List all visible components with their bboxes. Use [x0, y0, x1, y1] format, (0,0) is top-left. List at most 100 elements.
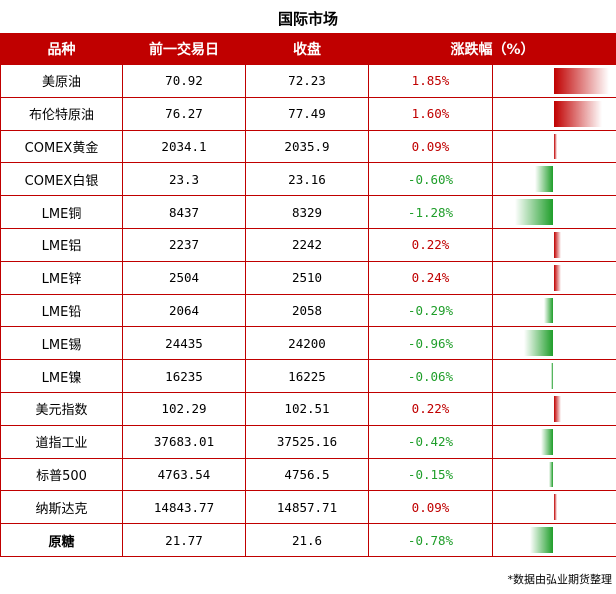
- table-row: 纳斯达克 14843.77 14857.71 0.09%: [0, 490, 616, 525]
- cell-name: LME铜: [0, 195, 123, 229]
- table-row: 美元指数 102.29 102.51 0.22%: [0, 391, 616, 426]
- cell-close: 72.23: [245, 64, 369, 98]
- cell-close: 21.6: [245, 523, 369, 557]
- change-bar-negative: [544, 297, 553, 324]
- table-title: 国际市场: [277, 10, 338, 28]
- table-row: LME锡 24435 24200 -0.96%: [0, 326, 616, 361]
- cell-change-bar: [492, 64, 616, 98]
- table-row: COMEX黄金 2034.1 2035.9 0.09%: [0, 129, 616, 164]
- cell-name: COMEX黄金: [0, 129, 123, 164]
- header-prev: 前一交易日: [122, 33, 246, 65]
- cell-name: LME铝: [0, 227, 123, 262]
- cell-prev: 37683.01: [122, 424, 246, 459]
- table-row: 道指工业 37683.01 37525.16 -0.42%: [0, 424, 616, 459]
- cell-close: 16225: [245, 359, 369, 393]
- change-bar-positive: [554, 133, 557, 160]
- cell-prev: 2504: [122, 260, 246, 295]
- table-row: COMEX白银 23.3 23.16 -0.60%: [0, 162, 616, 197]
- cell-change-bar: [492, 195, 616, 229]
- cell-close: 77.49: [245, 96, 369, 131]
- header-row: 品种 前一交易日 收盘 涨跌幅（%）: [0, 33, 616, 65]
- cell-change: 1.60%: [368, 96, 493, 131]
- header-name: 品种: [0, 33, 123, 65]
- market-table: 品种 前一交易日 收盘 涨跌幅（%） 美原油 70.92 72.23 1.85% 布伦特…: [0, 33, 616, 557]
- cell-close: 2242: [245, 227, 369, 262]
- cell-name: 原糖: [0, 523, 123, 557]
- table-row: LME镍 16235 16225 -0.06%: [0, 359, 616, 393]
- table-row: 原糖 21.77 21.6 -0.78%: [0, 523, 616, 557]
- cell-prev: 8437: [122, 195, 246, 229]
- cell-change-bar: [492, 227, 616, 262]
- cell-close: 2058: [245, 293, 369, 328]
- source-note: *数据由弘业期货整理: [507, 573, 613, 586]
- change-bar-negative: [540, 428, 553, 455]
- change-bar-negative: [551, 363, 553, 389]
- cell-change-bar: [492, 424, 616, 459]
- cell-change: -0.06%: [368, 359, 493, 393]
- cell-change-bar: [492, 359, 616, 393]
- cell-prev: 70.92: [122, 64, 246, 98]
- cell-change: -0.78%: [368, 523, 493, 557]
- table-row: LME锌 2504 2510 0.24%: [0, 260, 616, 295]
- cell-change-bar: [492, 260, 616, 295]
- header-close: 收盘: [245, 33, 369, 65]
- cell-close: 24200: [245, 326, 369, 361]
- cell-change: -0.15%: [368, 457, 493, 492]
- change-bar-positive: [554, 100, 602, 127]
- cell-name: 布伦特原油: [0, 96, 123, 131]
- cell-change: 0.09%: [368, 129, 493, 164]
- cell-name: LME锌: [0, 260, 123, 295]
- cell-prev: 23.3: [122, 162, 246, 197]
- change-bar-negative: [529, 527, 553, 553]
- cell-change: 0.22%: [368, 227, 493, 262]
- cell-prev: 2034.1: [122, 129, 246, 164]
- cell-name: 标普500: [0, 457, 123, 492]
- cell-change-bar: [492, 96, 616, 131]
- table-row: LME铜 8437 8329 -1.28%: [0, 195, 616, 229]
- header-change: 涨跌幅（%）: [368, 33, 616, 65]
- cell-close: 2510: [245, 260, 369, 295]
- cell-prev: 16235: [122, 359, 246, 393]
- cell-name: COMEX白银: [0, 162, 123, 197]
- cell-change-bar: [492, 391, 616, 426]
- cell-close: 23.16: [245, 162, 369, 197]
- cell-change: 0.22%: [368, 391, 493, 426]
- cell-name: 道指工业: [0, 424, 123, 459]
- change-bar-negative: [548, 461, 553, 488]
- cell-name: LME镍: [0, 359, 123, 393]
- cell-change: 0.09%: [368, 490, 493, 525]
- cell-name: 美原油: [0, 64, 123, 98]
- cell-change: -0.96%: [368, 326, 493, 361]
- cell-change: -0.42%: [368, 424, 493, 459]
- change-bar-negative: [524, 330, 553, 357]
- change-bar-positive: [554, 264, 562, 291]
- cell-change-bar: [492, 326, 616, 361]
- change-bar-negative: [535, 166, 553, 193]
- cell-change-bar: [492, 490, 616, 525]
- cell-name: 纳斯达克: [0, 490, 123, 525]
- table-row: LME铝 2237 2242 0.22%: [0, 227, 616, 262]
- cell-prev: 4763.54: [122, 457, 246, 492]
- change-bar-negative: [514, 199, 553, 225]
- table-row: 美原油 70.92 72.23 1.85%: [0, 64, 616, 98]
- change-bar-positive: [554, 68, 609, 94]
- cell-prev: 21.77: [122, 523, 246, 557]
- cell-prev: 24435: [122, 326, 246, 361]
- cell-name: 美元指数: [0, 391, 123, 426]
- cell-close: 2035.9: [245, 129, 369, 164]
- cell-close: 14857.71: [245, 490, 369, 525]
- cell-change-bar: [492, 162, 616, 197]
- change-bar-positive: [554, 395, 561, 422]
- cell-close: 37525.16: [245, 424, 369, 459]
- table-row: 布伦特原油 76.27 77.49 1.60%: [0, 96, 616, 131]
- table-row: LME铅 2064 2058 -0.29%: [0, 293, 616, 328]
- cell-change: 1.85%: [368, 64, 493, 98]
- change-bar-positive: [554, 494, 557, 521]
- cell-prev: 2064: [122, 293, 246, 328]
- cell-change-bar: [492, 457, 616, 492]
- cell-prev: 102.29: [122, 391, 246, 426]
- cell-close: 102.51: [245, 391, 369, 426]
- cell-change: 0.24%: [368, 260, 493, 295]
- cell-change: -1.28%: [368, 195, 493, 229]
- cell-name: LME铅: [0, 293, 123, 328]
